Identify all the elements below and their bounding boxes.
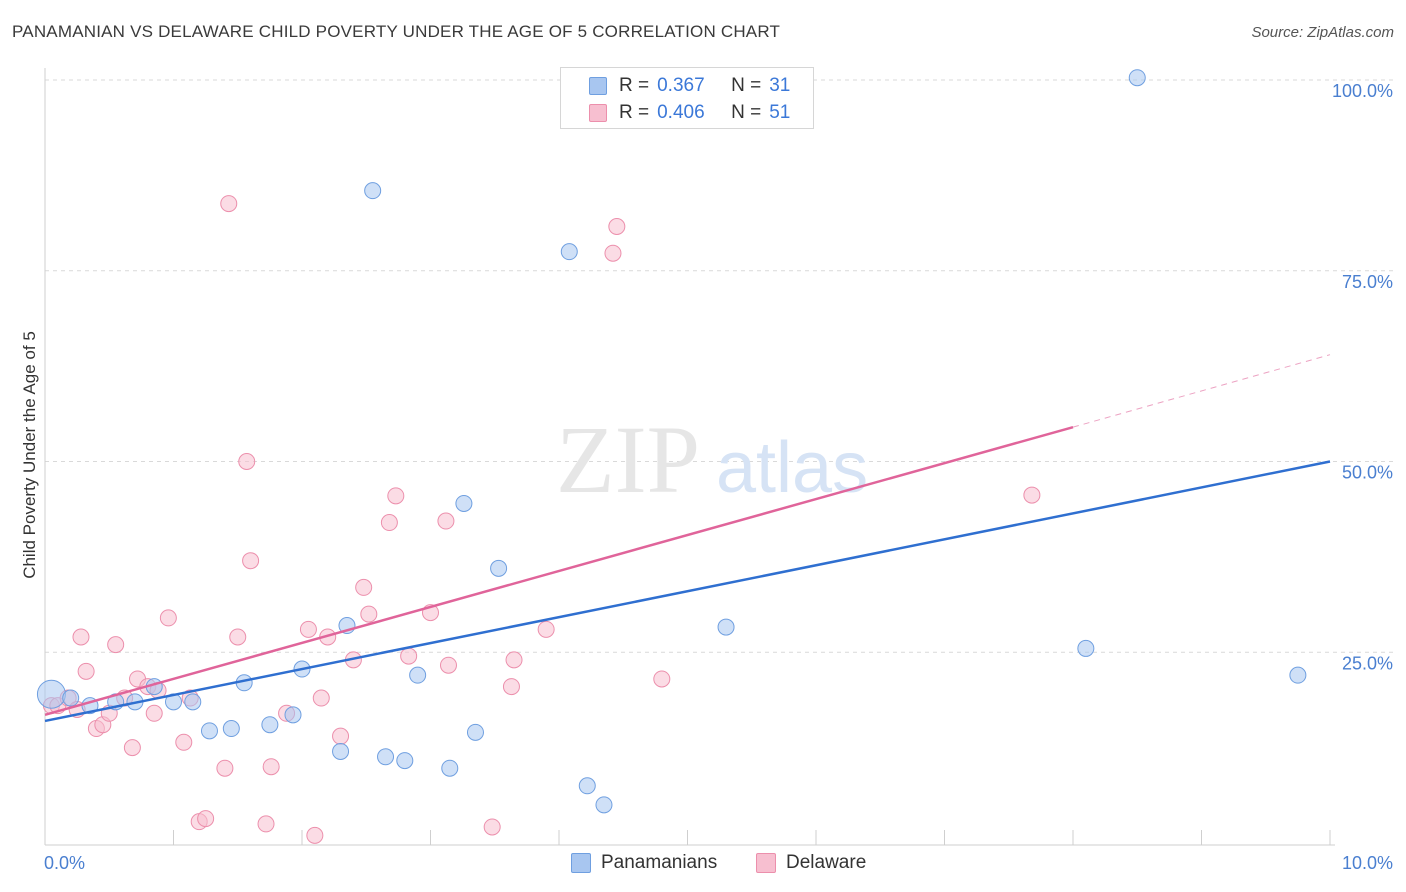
delaware-point (242, 552, 260, 570)
panamanians-point (36, 679, 66, 709)
delaware-point (355, 578, 373, 596)
panamanians-point (466, 723, 484, 741)
panamanians-point (560, 243, 578, 261)
source-label: Source: ZipAtlas.com (1251, 24, 1394, 41)
panamanians-point (455, 494, 473, 512)
legend-swatch-panamanians (571, 853, 591, 873)
delaware-point (437, 512, 455, 530)
panamanians-point (1289, 666, 1307, 684)
delaware-point (387, 487, 405, 505)
delaware-point (216, 759, 234, 777)
delaware-points (42, 195, 1041, 844)
delaware-point (175, 733, 193, 751)
panamanians-trend-line (44, 460, 1331, 723)
y-tick-label: 100.0% (1332, 81, 1393, 101)
y-axis-label: Child Poverty Under the Age of 5 (20, 331, 39, 579)
legend-label: Delaware (786, 852, 867, 873)
panamanians-point (441, 759, 459, 777)
delaware-point (653, 670, 671, 688)
panamanians-point (62, 689, 80, 707)
delaware-point (220, 195, 238, 213)
panamanians-point (578, 777, 596, 795)
delaware-point (1023, 486, 1041, 504)
panamanians-point (717, 618, 735, 636)
n-label: N = (731, 75, 762, 96)
legend-item-delaware[interactable]: Delaware (756, 852, 866, 874)
y-tick-label: 75.0% (1342, 272, 1393, 292)
delaware-point (145, 704, 163, 722)
x-tick-label-min: 0.0% (44, 853, 85, 873)
delaware-trend-extension (1072, 354, 1331, 428)
r-label: R = (619, 102, 650, 123)
legend-row-delaware: R = 0.406 N = 51 (561, 100, 790, 126)
delaware-trend-line (44, 425, 1074, 717)
panamanians-point (1128, 69, 1146, 87)
legend-item-panamanians[interactable]: Panamanians (571, 852, 717, 874)
panamanians-point (332, 742, 350, 760)
delaware-point (360, 605, 378, 623)
panamanians-point (377, 748, 395, 766)
r-label: R = (619, 75, 650, 96)
n-value: 51 (769, 102, 791, 123)
delaware-point (400, 647, 418, 665)
delaware-point (312, 689, 330, 707)
chart-title: PANAMANIAN VS DELAWARE CHILD POVERTY UND… (12, 22, 781, 41)
x-tick-label-max: 10.0% (1342, 853, 1393, 873)
panamanians-point (409, 666, 427, 684)
delaware-point (332, 727, 350, 745)
panamanians-points (36, 69, 1307, 814)
n-value: 31 (769, 75, 791, 96)
delaware-point (439, 656, 457, 674)
delaware-point (107, 636, 125, 654)
delaware-point (505, 651, 523, 669)
panamanians-point (1077, 639, 1095, 657)
panamanians-point (490, 559, 508, 577)
panamanians-point (364, 182, 382, 200)
delaware-point (197, 810, 215, 828)
panamanians-point (261, 716, 279, 734)
delaware-point (537, 620, 555, 638)
legend-row-panamanians: R = 0.367 N = 31 (561, 73, 790, 99)
delaware-point (159, 609, 177, 627)
panamanians-point (222, 720, 240, 738)
legend-swatch-panamanians (589, 77, 607, 95)
delaware-point (380, 514, 398, 532)
panamanians-point (184, 693, 202, 711)
watermark-zip: ZIP (556, 406, 700, 513)
panamanians-point (200, 722, 218, 740)
series-legend: Panamanians Delaware (0, 850, 1406, 878)
n-label: N = (731, 102, 762, 123)
r-value: 0.406 (657, 102, 705, 123)
legend-swatch-delaware (756, 853, 776, 873)
delaware-point (604, 244, 622, 262)
legend-swatch-delaware (589, 104, 607, 122)
watermark-atlas: atlas (716, 428, 868, 508)
delaware-point (238, 453, 256, 470)
delaware-point (262, 758, 280, 776)
trend-lines (44, 354, 1331, 723)
delaware-point (608, 217, 626, 235)
tick-labels: 100.0% 75.0% 50.0% 25.0% 0.0% 10.0% (44, 81, 1393, 873)
y-tick-label: 50.0% (1342, 463, 1393, 483)
delaware-point (123, 739, 141, 757)
delaware-point (502, 678, 520, 696)
panamanians-point (396, 752, 414, 770)
r-value: 0.367 (657, 75, 705, 96)
delaware-point (77, 662, 95, 680)
panamanians-point (595, 796, 613, 814)
legend-label: Panamanians (601, 852, 718, 873)
axes (44, 68, 1335, 846)
delaware-point (299, 620, 317, 638)
delaware-point (257, 815, 275, 833)
y-tick-label: 25.0% (1342, 653, 1393, 673)
delaware-point (306, 826, 324, 844)
delaware-point (229, 628, 247, 646)
correlation-legend: R = 0.367 N = 31 R = 0.406 N = 51 (560, 67, 814, 129)
delaware-point (72, 628, 90, 646)
delaware-point (483, 818, 501, 836)
panamanians-point (284, 706, 302, 724)
